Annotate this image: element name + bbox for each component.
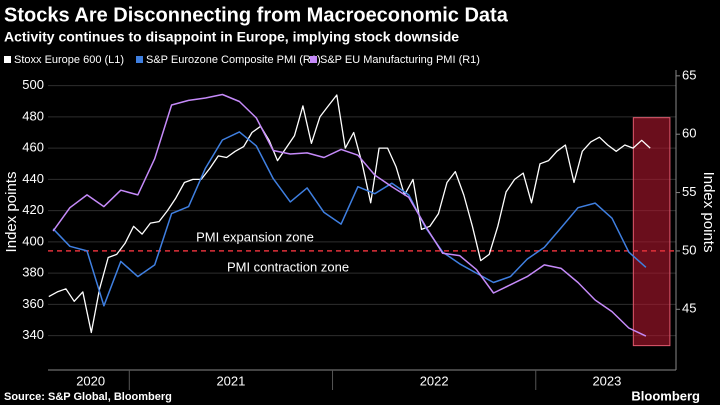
y-tick-label: 440: [22, 171, 44, 186]
y2-axis-label: Index points: [700, 172, 717, 253]
annotation: PMI expansion zone: [196, 229, 314, 244]
x-tick-label: 2023: [592, 373, 621, 388]
y2-tick-label: 50: [682, 242, 696, 257]
legend-label: Stoxx Europe 600 (L1): [14, 54, 124, 66]
chart-subtitle: Activity continues to disappoint in Euro…: [4, 29, 459, 45]
y2-tick-label: 60: [682, 126, 696, 141]
y2-tick-label: 55: [682, 184, 696, 199]
y-axis-label: Index points: [3, 172, 20, 253]
series-line: [52, 93, 647, 337]
y-tick-label: 480: [22, 108, 44, 123]
y2-tick-label: 45: [682, 301, 696, 316]
series-line: [52, 131, 647, 307]
y-tick-label: 500: [22, 77, 44, 92]
y2-tick-label: 65: [682, 67, 696, 82]
y-tick-label: 380: [22, 265, 44, 280]
legend-label: S&P EU Manufacturing PMI (R1): [320, 54, 480, 66]
source: Source: S&P Global, Bloomberg: [4, 391, 172, 403]
x-tick-label: 2020: [76, 373, 105, 388]
legend-label: S&P Eurozone Composite PMI (R1): [146, 54, 321, 66]
chart-title: Stocks Are Disconnecting from Macroecono…: [4, 4, 509, 26]
legend-swatch: [4, 56, 11, 63]
x-tick-label: 2021: [216, 373, 245, 388]
annotation: PMI contraction zone: [227, 259, 349, 274]
highlight-box: [632, 117, 671, 347]
legend-swatch: [136, 56, 143, 63]
x-tick-label: 2022: [420, 373, 449, 388]
brand: Bloomberg: [631, 388, 700, 403]
legend-swatch: [310, 56, 317, 63]
y-tick-label: 360: [22, 296, 44, 311]
y-tick-label: 400: [22, 233, 44, 248]
y-tick-label: 420: [22, 202, 44, 217]
y-tick-label: 340: [22, 327, 44, 342]
series-line: [48, 94, 651, 334]
y-tick-label: 460: [22, 140, 44, 155]
